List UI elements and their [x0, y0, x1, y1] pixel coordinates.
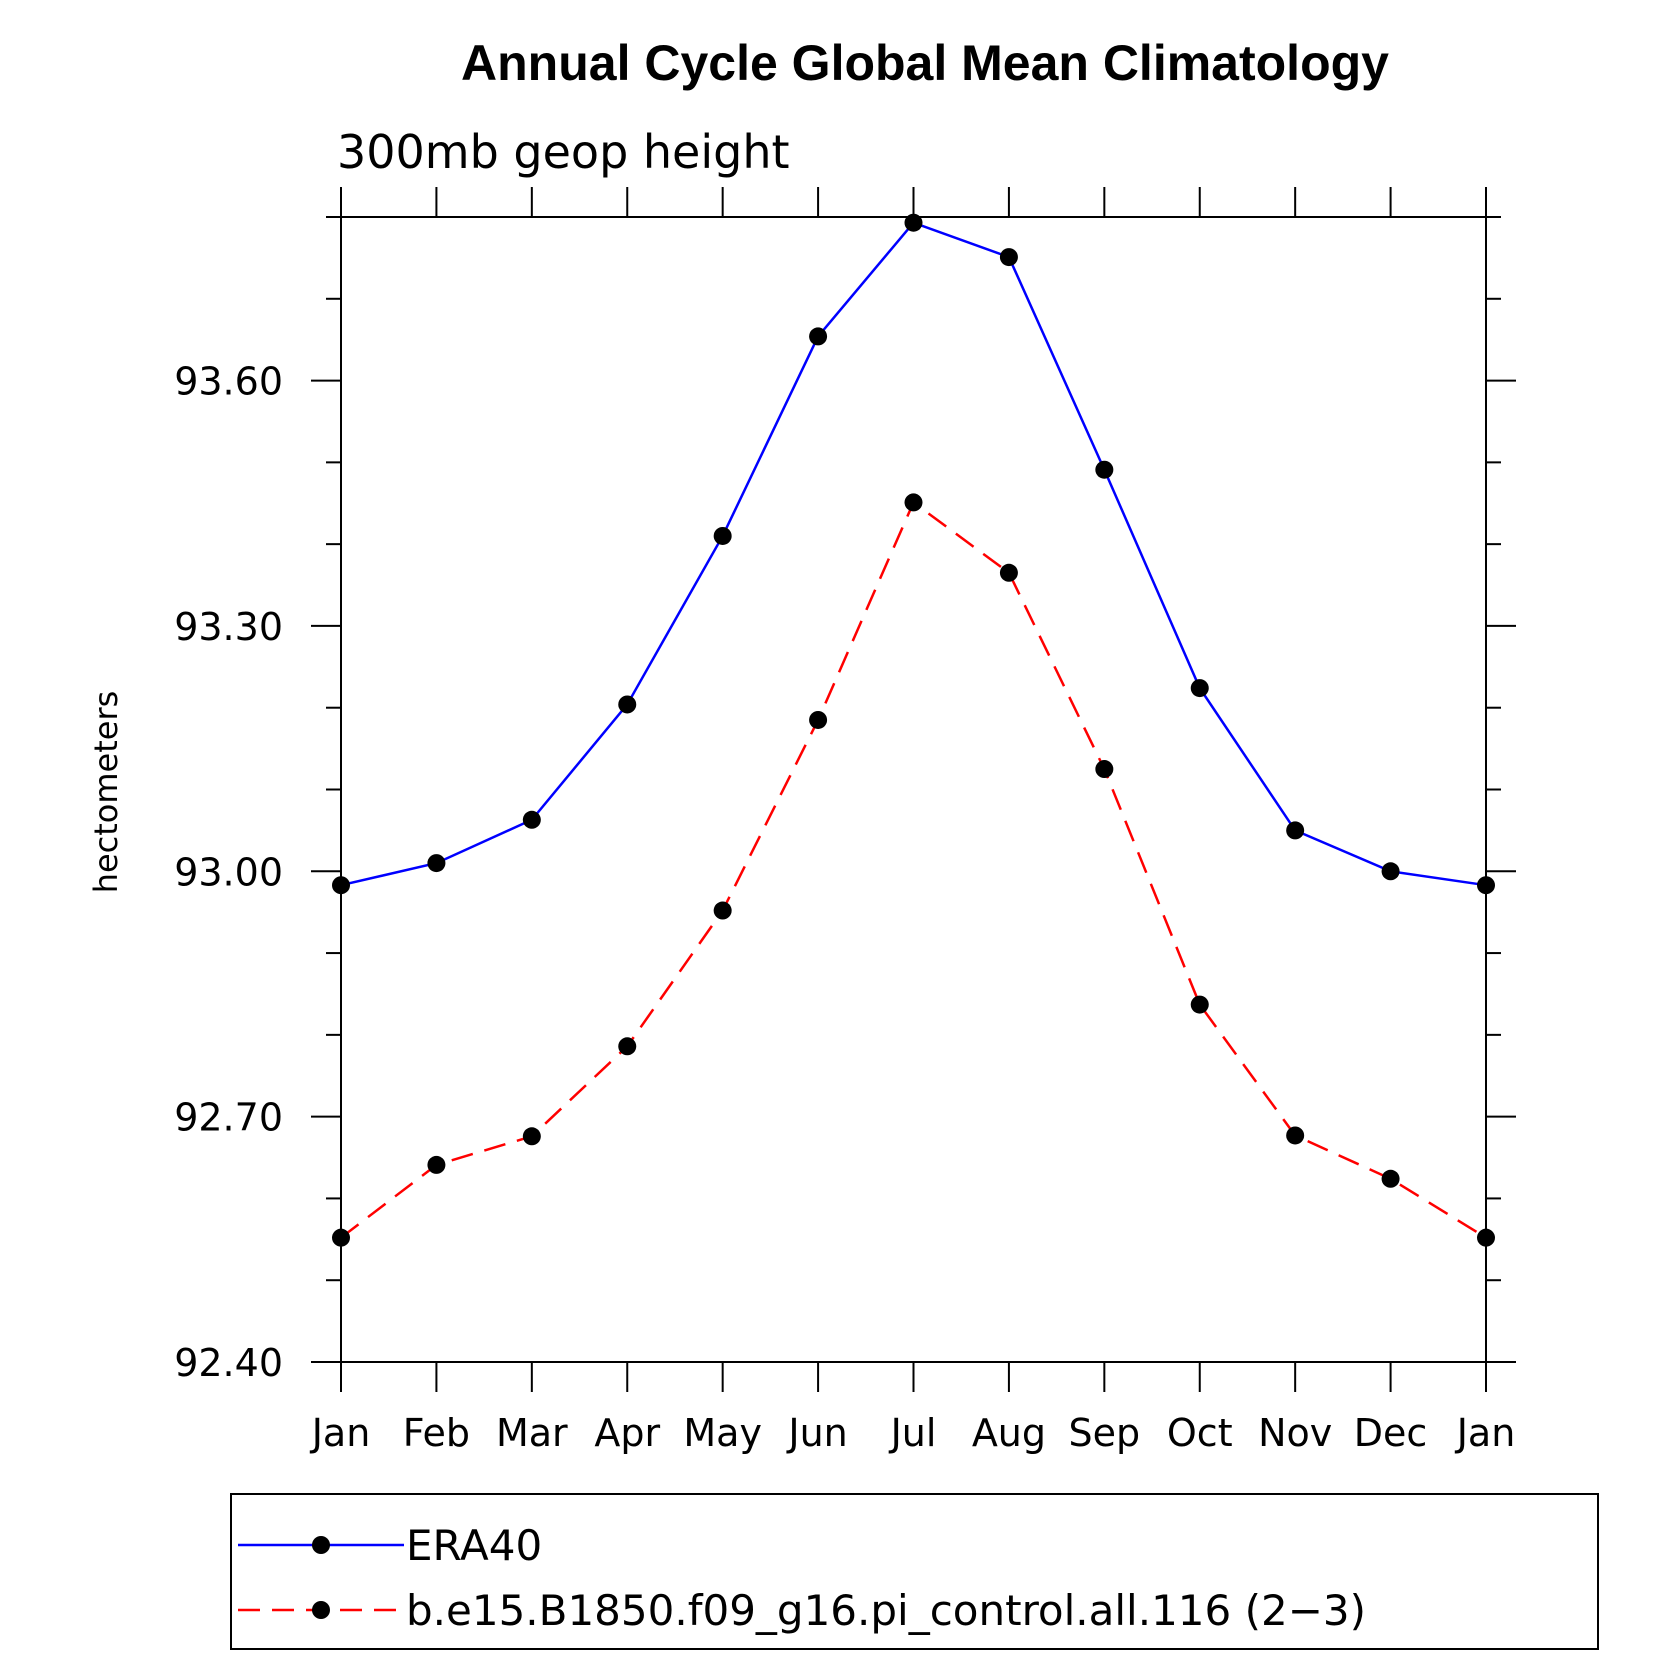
- data-point-series-2: [522, 1127, 541, 1146]
- series-line-1: [340, 221, 1487, 887]
- data-point-series-1: [618, 695, 637, 714]
- series-lines: [340, 221, 1487, 1239]
- x-tick-label: May: [683, 1411, 762, 1455]
- data-point-series-1: [427, 854, 446, 873]
- data-point-series-2: [999, 563, 1018, 582]
- plot-frame: [340, 216, 1487, 1363]
- x-tick-label: Apr: [594, 1411, 660, 1455]
- data-point-series-2: [618, 1037, 637, 1056]
- legend: ERA40 b.e15.B1850.f09_g16.pi_control.all.…: [238, 1521, 1366, 1635]
- axis-ticks: [311, 187, 1516, 1392]
- y-tick-label: 92.40: [174, 1341, 283, 1385]
- x-tick-label: Dec: [1354, 1411, 1428, 1455]
- chart-title: Annual Cycle Global Mean Climatology: [461, 35, 1389, 91]
- legend-marker-1: [312, 1536, 330, 1554]
- data-point-series-1: [904, 213, 923, 232]
- data-point-series-2: [1095, 760, 1114, 779]
- data-point-series-2: [713, 901, 732, 920]
- data-point-series-2: [1477, 1228, 1495, 1247]
- data-point-series-1: [1286, 821, 1305, 840]
- y-tick-label: 92.70: [174, 1096, 283, 1140]
- y-tick-labels: 92.40 92.70 93.00 93.30 93.60: [174, 360, 283, 1385]
- data-point-series-2: [1190, 995, 1209, 1014]
- data-point-series-1: [332, 876, 350, 895]
- legend-marker-2: [312, 1601, 330, 1619]
- data-point-series-2: [904, 493, 923, 512]
- legend-label-2: b.e15.B1850.f09_g16.pi_control.all.116 (…: [406, 1586, 1366, 1635]
- y-tick-label: 93.60: [174, 360, 283, 404]
- data-point-series-1: [1095, 460, 1114, 479]
- x-tick-label: Jan: [310, 1411, 371, 1455]
- chart-subtitle: 300mb geop height: [337, 125, 790, 179]
- y-tick-label: 93.30: [174, 605, 283, 649]
- y-tick-label: 93.00: [174, 850, 283, 894]
- legend-box: [230, 1493, 1599, 1650]
- data-point-series-1: [1190, 679, 1209, 698]
- series-markers: [332, 213, 1495, 1247]
- x-tick-label: Oct: [1167, 1411, 1233, 1455]
- x-tick-label: Mar: [496, 1411, 568, 1455]
- x-tick-label: Jul: [889, 1411, 937, 1455]
- data-point-series-1: [1381, 862, 1400, 881]
- x-tick-label: Aug: [972, 1411, 1046, 1455]
- data-point-series-1: [1477, 876, 1495, 895]
- x-tick-label: Jun: [786, 1411, 847, 1455]
- x-tick-label: Feb: [403, 1411, 470, 1455]
- data-point-series-2: [427, 1155, 446, 1174]
- data-point-series-1: [522, 810, 541, 829]
- legend-label-1: ERA40: [406, 1521, 542, 1570]
- data-point-series-2: [809, 710, 828, 729]
- x-tick-labels: Jan Feb Mar Apr May Jun Jul Aug Sep Oct Nov Dec Jan: [310, 1411, 1516, 1455]
- x-tick-label: Nov: [1258, 1411, 1332, 1455]
- x-tick-label: Sep: [1069, 1411, 1141, 1455]
- x-tick-label: Jan: [1455, 1411, 1516, 1455]
- data-point-series-1: [713, 526, 732, 545]
- data-point-series-2: [332, 1228, 350, 1247]
- series-line-2: [340, 500, 1487, 1239]
- data-point-series-2: [1286, 1126, 1305, 1145]
- data-point-series-1: [809, 327, 828, 346]
- data-point-series-1: [999, 248, 1018, 267]
- y-axis-label: hectometers: [87, 691, 125, 894]
- data-point-series-2: [1381, 1169, 1400, 1188]
